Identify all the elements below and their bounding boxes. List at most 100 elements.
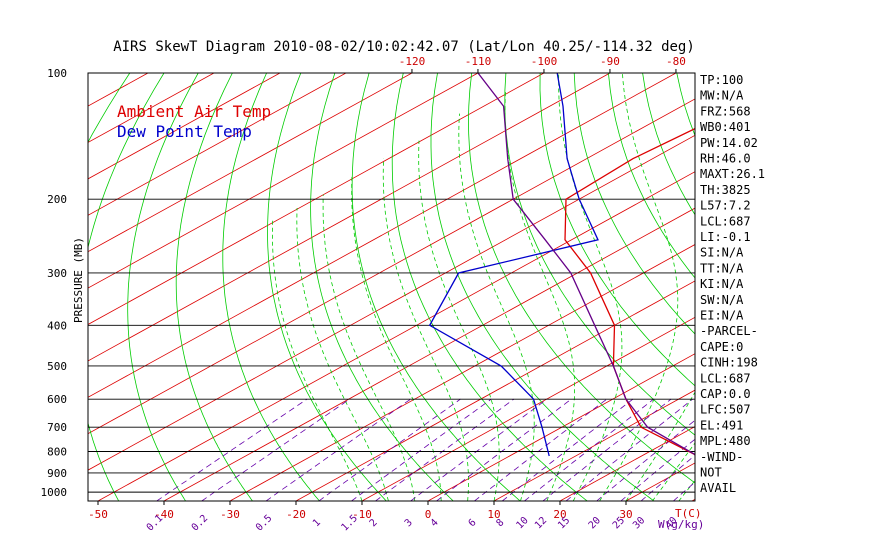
sounding-line: [477, 73, 695, 456]
mixing-ratio-label: 2: [368, 517, 380, 529]
index-entry: CINH:198: [700, 356, 758, 370]
dry-adiabat-line: [391, 73, 588, 501]
bottom-temp-tick-label: 30: [619, 508, 632, 521]
top-temp-tick-label: -90: [600, 55, 620, 68]
dry-adiabat-line: [351, 73, 521, 501]
isotherm-line: [0, 73, 82, 501]
mixing-ratio-line: [501, 398, 634, 501]
index-entry: FRZ:568: [700, 104, 751, 118]
index-entry: RH:46.0: [700, 152, 751, 166]
mixing-ratio-line: [375, 398, 515, 501]
isotherm-line: [163, 207, 695, 501]
mixing-ratio-line: [156, 398, 308, 501]
mixing-ratio-label: 30: [631, 515, 647, 531]
dry-adiabat-line: [814, 73, 870, 501]
index-entry: SW:N/A: [700, 293, 744, 307]
dry-adiabat-line: [467, 73, 695, 484]
isotherm-line: [88, 73, 413, 253]
bottom-temp-tick-label: -10: [352, 508, 372, 521]
isobar-layer: [88, 198, 695, 493]
dry-adiabat-line: [430, 73, 655, 501]
moist-adiabat-line: [296, 207, 389, 501]
bottom-temp-tick-label: 20: [553, 508, 566, 521]
isotherm-line: [88, 98, 695, 435]
mixing-ratio-label: 12: [533, 515, 549, 531]
mixing-ratio-line: [265, 398, 411, 501]
mixing-ratio-label: 20: [587, 515, 603, 531]
dry-adiabat-line: [222, 73, 320, 501]
isotherm-line: [559, 426, 695, 501]
mixing-ratio-label: 4: [429, 517, 441, 529]
dry-adiabat-line: [267, 73, 387, 501]
index-entry: TH:3825: [700, 183, 751, 197]
x-unit-label: T(C): [675, 507, 702, 520]
mixing-ratio-line: [410, 398, 548, 501]
sounding-line: [564, 127, 695, 456]
moist-adiabat-line: [652, 442, 695, 501]
mixing-ratio-line: [436, 398, 572, 501]
moist-adiabat-line: [458, 113, 535, 501]
top-temp-tick-label: -110: [465, 55, 492, 68]
dry-adiabat-line: [539, 73, 695, 387]
top-temp-tick-label: -120: [399, 55, 426, 68]
y-axis-label: PRESSURE (MB): [72, 237, 85, 323]
sounding-line: [428, 73, 599, 457]
isotherm-line: [427, 353, 695, 501]
isotherm-line: [88, 73, 677, 398]
pressure-tick-label: 900: [47, 467, 67, 480]
index-entry: PW:14.02: [700, 136, 758, 150]
moist-adiabat-line: [322, 194, 416, 501]
dry-adiabat-line: [573, 73, 695, 335]
pressure-tick-label: 100: [47, 67, 67, 80]
moist-adiabat-line: [625, 391, 695, 501]
index-entry: AVAIL: [700, 481, 736, 495]
moist-adiabat-line: [504, 90, 576, 501]
dry-adiabat-line: [175, 73, 253, 501]
isotherm-line: [758, 73, 870, 501]
index-entry: TP:100: [700, 73, 743, 87]
dry-adiabat-line: [779, 73, 870, 501]
index-entry: MW:N/A: [700, 89, 744, 103]
mixing-ratio-label: 3: [403, 517, 415, 529]
pressure-tick-label: 700: [47, 421, 67, 434]
index-entry: WB0:401: [700, 120, 751, 134]
mixing-ratio-label: 8: [494, 517, 506, 529]
mixing-ratio-line: [596, 419, 695, 501]
index-entry: CAP:0.0: [700, 387, 751, 401]
isotherm-line: [88, 73, 281, 180]
moist-adiabat-line: [599, 73, 679, 501]
grid-layer: [0, 73, 870, 501]
dry-adiabat-line: [745, 73, 870, 501]
index-entry: -WIND-: [700, 450, 743, 464]
pressure-tick-label: 800: [47, 446, 67, 459]
mixing-ratio-line: [474, 398, 608, 501]
mixing-ratio-label: 1: [311, 517, 323, 529]
index-entry: CAPE:0: [700, 340, 743, 354]
top-temp-tick-label: -100: [531, 55, 558, 68]
index-entry: EI:N/A: [700, 309, 744, 323]
index-entry: LCL:687: [700, 214, 751, 228]
index-entry: KI:N/A: [700, 277, 744, 291]
mixing-ratio-line: [673, 481, 695, 501]
index-entry: LFC:507: [700, 403, 751, 417]
mixing-ratio-line: [318, 398, 461, 501]
isotherm-line: [88, 73, 611, 362]
pressure-tick-label: 300: [47, 267, 67, 280]
pressure-tick-label: 600: [47, 393, 67, 406]
dry-adiabat-line: [504, 73, 695, 436]
index-entry: LI:-0.1: [700, 230, 751, 244]
pressure-tick-label: 200: [47, 193, 67, 206]
index-entry: -PARCEL-: [700, 324, 758, 338]
legend-dew-point: Dew Point Temp: [117, 122, 252, 141]
chart-title: AIRS SkewT Diagram 2010-08-02/10:02:42.0…: [113, 39, 695, 55]
isotherm-line: [229, 244, 695, 501]
mixing-ratio-line: [565, 398, 693, 501]
isotherm-line: [88, 73, 545, 325]
mixing-ratio-label: 0.5: [254, 513, 275, 534]
mixing-ratio-line: [620, 438, 695, 501]
pressure-tick-label: 500: [47, 360, 67, 373]
top-temp-tick-label: -80: [666, 55, 686, 68]
mixing-ratio-line: [640, 454, 695, 501]
